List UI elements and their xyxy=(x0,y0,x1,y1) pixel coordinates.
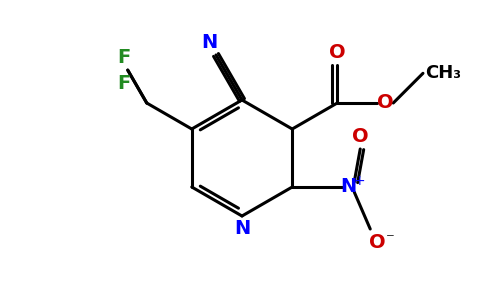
Text: N: N xyxy=(340,178,356,196)
Text: O: O xyxy=(377,94,393,112)
Text: +: + xyxy=(353,174,365,188)
Text: O: O xyxy=(369,232,386,251)
Text: CH₃: CH₃ xyxy=(425,64,461,82)
Text: O: O xyxy=(352,127,368,146)
Text: O: O xyxy=(329,43,346,61)
Text: N: N xyxy=(234,218,250,238)
Text: F: F xyxy=(117,74,130,93)
Text: F: F xyxy=(117,48,130,67)
Text: N: N xyxy=(201,33,217,52)
Text: ⁻: ⁻ xyxy=(386,230,394,248)
